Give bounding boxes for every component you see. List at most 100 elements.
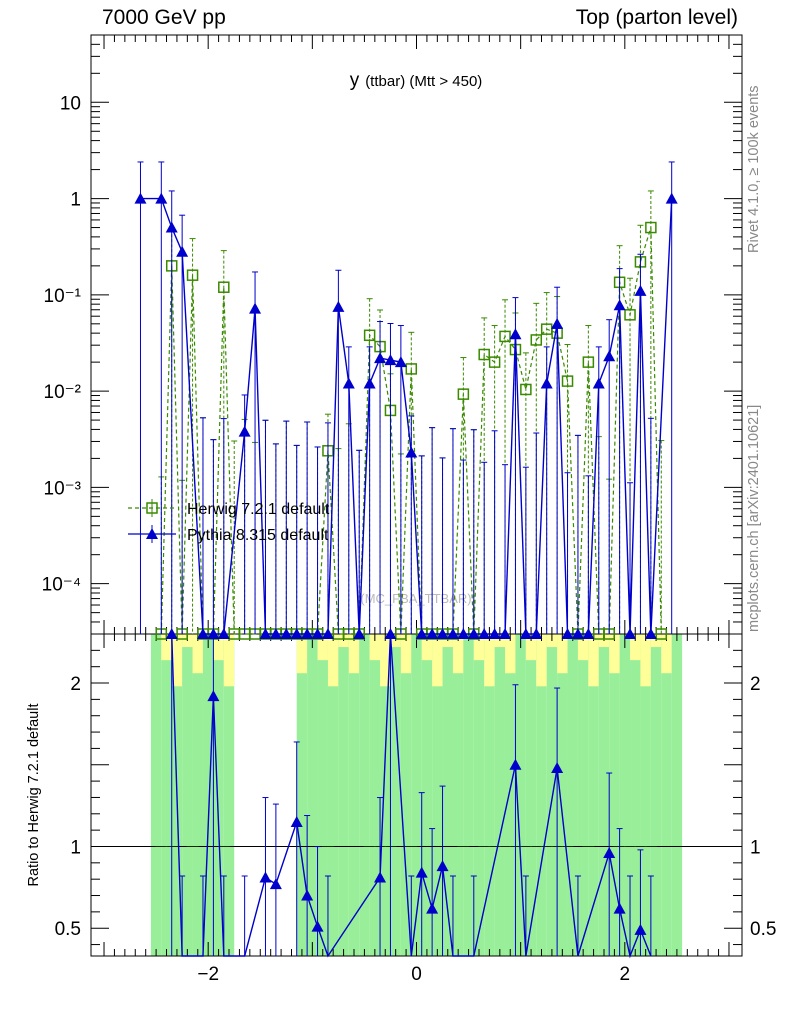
- y-tick-label: 10⁻³: [44, 478, 82, 499]
- data-point-floor: [519, 628, 532, 639]
- ratio-data-point: [301, 889, 314, 901]
- ratio-band-yellow: [609, 634, 620, 674]
- ratio-band-yellow: [192, 634, 203, 674]
- ratio-band-green: [202, 634, 214, 956]
- ratio-band-yellow: [171, 634, 183, 687]
- ratio-band-green: [494, 634, 506, 956]
- legend-marker: [146, 528, 158, 539]
- legend-label: Pythia 8.315 default: [187, 527, 329, 544]
- ratio-band-green: [421, 634, 433, 956]
- data-point-floor: [259, 628, 272, 639]
- data-point: [249, 302, 262, 314]
- data-point: [488, 356, 501, 368]
- data-point-floor: [644, 628, 657, 639]
- x-tick-label: 2: [620, 964, 631, 985]
- data-point-floor: [269, 628, 282, 639]
- ratio-band-green: [505, 634, 516, 956]
- data-point-floor: [280, 628, 293, 639]
- data-point: [405, 363, 418, 375]
- ratio-band-yellow: [577, 634, 589, 661]
- data-point-floor: [321, 628, 334, 639]
- ratio-band-green: [515, 634, 526, 956]
- ratio-data-point: [259, 871, 272, 883]
- ratio-band-yellow: [557, 634, 568, 674]
- data-point-floor: [467, 628, 480, 639]
- ratio-band-yellow: [452, 634, 464, 674]
- ratio-y-tick-label-right: 0.5: [750, 919, 776, 940]
- ratio-band-green: [192, 634, 203, 956]
- chart-title-main: y: [350, 70, 360, 91]
- data-point: [155, 192, 168, 204]
- ratio-band-yellow: [161, 634, 172, 661]
- y-tick-label: 10: [60, 93, 81, 114]
- data-point: [363, 377, 376, 389]
- ratio-y-tick-label: 1: [70, 837, 81, 858]
- data-point: [603, 350, 616, 362]
- ratio-y-tick-label: 0.5: [55, 919, 81, 940]
- ratio-band-green: [400, 634, 412, 956]
- ratio-band-yellow: [296, 634, 308, 674]
- ratio-band-yellow: [327, 634, 339, 687]
- ratio-band-green: [557, 634, 568, 956]
- ratio-band-green: [223, 634, 235, 956]
- data-point-floor: [499, 628, 512, 639]
- data-point: [218, 281, 230, 293]
- y-tick-label: 10⁻⁴: [42, 575, 81, 596]
- ratio-band-green: [577, 634, 589, 956]
- ratio-data-point: [436, 860, 449, 872]
- legend-marker: [146, 502, 158, 514]
- ratio-band-green: [411, 634, 422, 956]
- data-point-floor: [415, 628, 428, 639]
- ratio-band-green: [327, 634, 339, 956]
- ratio-band-green: [609, 634, 620, 956]
- ratio-band-green: [463, 634, 474, 956]
- ratio-data-point: [634, 923, 647, 935]
- data-point-floor: [217, 628, 230, 639]
- data-point: [478, 348, 490, 361]
- ratio-band-green: [348, 634, 360, 956]
- ratio-band-green: [380, 634, 391, 956]
- ratio-band-green: [338, 634, 349, 956]
- ratio-band-green: [432, 634, 443, 956]
- ratio-data-point: [290, 815, 303, 827]
- ratio-band-green: [296, 634, 308, 956]
- data-point: [499, 330, 511, 343]
- ratio-band-green: [473, 634, 485, 956]
- ratio-y-tick-label-right: 2: [750, 674, 761, 695]
- ratio-band-yellow: [536, 634, 547, 687]
- data-point-floor: [426, 628, 439, 639]
- ratio-band-green: [619, 634, 631, 956]
- ratio-band-green: [598, 634, 610, 956]
- ratio-band-green: [390, 634, 401, 956]
- watermark: (MC_FBA_TTBAR): [360, 591, 471, 606]
- ratio-data-point: [207, 690, 220, 702]
- x-tick-label: 0: [411, 964, 422, 985]
- ratio-band-green: [359, 634, 370, 956]
- data-point-floor: [478, 628, 491, 639]
- ratio-band-green: [317, 634, 328, 956]
- ratio-data-point: [269, 878, 282, 890]
- ratio-band-yellow: [369, 634, 381, 661]
- ratio-band-green: [567, 634, 578, 956]
- data-point: [665, 192, 678, 204]
- ratio-band-yellow: [213, 634, 224, 661]
- chart-title-suffix: (ttbar) (Mtt > 450): [365, 73, 482, 90]
- ratio-band-yellow: [640, 634, 651, 687]
- ratio-band-green: [650, 634, 662, 956]
- ratio-band-green: [307, 634, 318, 956]
- data-point: [165, 221, 178, 233]
- data-point-floor: [446, 628, 459, 639]
- ratio-band-green: [442, 634, 453, 956]
- ratio-band-yellow: [400, 634, 412, 674]
- ratio-band-green: [671, 634, 683, 956]
- ratio-data-point: [311, 920, 324, 932]
- data-point-floor: [436, 628, 449, 639]
- ratio-bands: [150, 634, 683, 956]
- ratio-band-yellow: [473, 634, 485, 661]
- header-left: 7000 GeV pp: [102, 6, 226, 29]
- ratio-y-tick-label: 2: [70, 674, 81, 695]
- ratio-band-green: [452, 634, 464, 956]
- ratio-band-green: [661, 634, 672, 956]
- ratio-series-1: [165, 628, 654, 959]
- ratio-data-point: [613, 902, 626, 914]
